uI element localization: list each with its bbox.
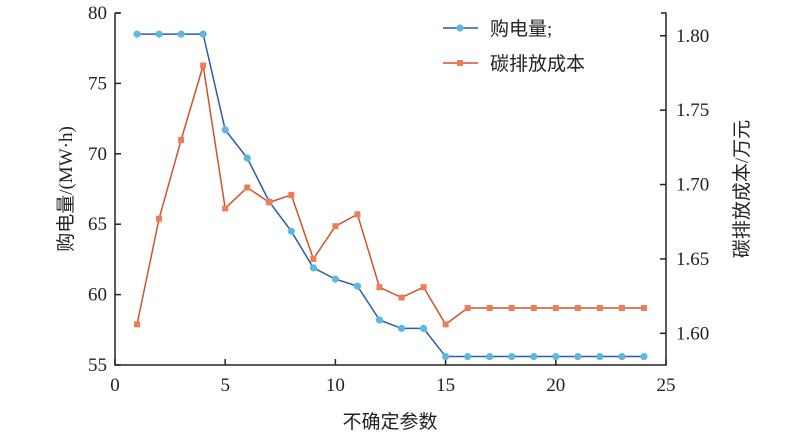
x-tick-label: 10: [326, 375, 345, 396]
x-tick-label: 20: [546, 375, 565, 396]
data-point: [199, 30, 207, 38]
y-left-tick-label: 70: [88, 144, 107, 165]
data-point: [178, 136, 185, 143]
data-point: [442, 321, 449, 328]
data-point: [177, 30, 185, 38]
data-point: [376, 284, 383, 291]
legend-label: 购电量;: [490, 18, 552, 40]
data-point: [353, 282, 362, 290]
data-point: [156, 215, 163, 222]
y-right-tick-label: 1.80: [676, 26, 709, 47]
y-axis-right-label: 碳排放成本/万元: [731, 120, 753, 258]
data-point: [244, 184, 251, 191]
data-point: [574, 305, 581, 312]
data-point: [200, 62, 207, 69]
x-tick-label: 0: [110, 375, 120, 396]
x-tick-label: 15: [436, 375, 455, 396]
data-point: [420, 284, 427, 291]
y-left-tick-label: 55: [88, 355, 107, 376]
data-point: [464, 305, 471, 312]
y-right-tick-label: 1.70: [676, 175, 709, 196]
data-point: [508, 305, 515, 312]
data-point: [552, 305, 559, 312]
data-point: [486, 305, 493, 312]
legend-marker: [457, 60, 463, 66]
legend-label: 碳排放成本: [490, 53, 585, 75]
legend-marker: [456, 24, 464, 32]
x-axis-label: 不确定参数: [342, 411, 437, 433]
y-left-tick-label: 65: [88, 214, 107, 235]
data-point: [134, 321, 141, 328]
x-tick-label: 25: [657, 375, 676, 396]
data-point: [530, 352, 538, 361]
data-point: [332, 223, 339, 230]
data-point: [155, 30, 163, 38]
data-point: [508, 352, 516, 361]
data-point: [486, 352, 494, 361]
x-tick-label: 5: [220, 375, 230, 396]
data-point: [375, 316, 384, 324]
data-point: [618, 352, 626, 361]
data-point: [398, 294, 405, 301]
data-point: [133, 30, 141, 38]
data-point: [331, 275, 339, 283]
data-point: [640, 305, 647, 312]
data-point: [266, 199, 273, 206]
data-point: [574, 352, 582, 361]
y-left-tick-label: 75: [88, 73, 107, 94]
data-point: [552, 352, 560, 361]
y-axis-left-label: 购电量/(MW·h): [55, 126, 77, 252]
series-line-0: [137, 33, 644, 358]
y-right-tick-label: 1.65: [676, 249, 709, 270]
data-point: [243, 154, 251, 162]
data-point: [464, 352, 472, 361]
data-point: [222, 205, 229, 212]
data-point: [419, 324, 428, 332]
data-point: [618, 305, 625, 312]
data-point: [309, 264, 317, 272]
data-point: [354, 211, 361, 218]
y-right-tick-label: 1.60: [676, 323, 709, 344]
data-point: [640, 352, 648, 361]
y-left-tick-label: 80: [88, 3, 107, 24]
y-left-tick-label: 60: [88, 285, 107, 306]
data-point: [310, 255, 317, 262]
data-point: [530, 305, 537, 312]
data-point: [442, 352, 450, 361]
data-point: [397, 324, 406, 332]
data-point: [596, 352, 604, 361]
y-right-tick-label: 1.75: [676, 100, 709, 121]
data-point: [288, 191, 295, 198]
data-point: [287, 227, 295, 235]
series-line-1: [136, 65, 644, 326]
data-point: [221, 126, 229, 134]
data-point: [596, 305, 603, 312]
legend: 购电量; 碳排放成本: [443, 18, 585, 75]
